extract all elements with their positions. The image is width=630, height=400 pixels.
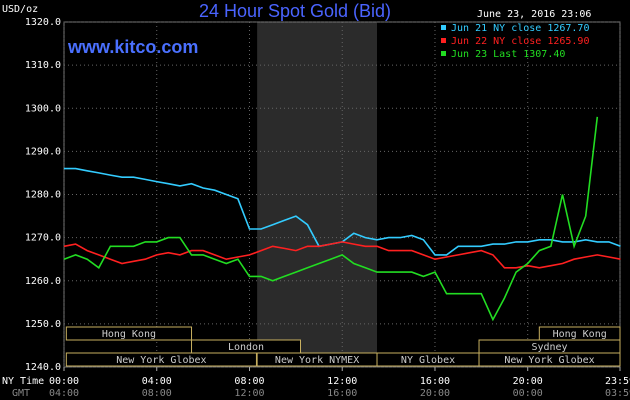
session-label: New York Globex (504, 355, 594, 366)
y-tick-label: 1300.0 (25, 103, 61, 114)
x2-tick-label: 12:00 (234, 388, 264, 399)
y-tick-label: 1280.0 (25, 190, 61, 201)
x-tick-label: 20:00 (513, 376, 543, 387)
session-box (478, 352, 621, 367)
session-box (65, 352, 257, 367)
series-line (63, 116, 599, 322)
session-label: Sydney (531, 342, 567, 353)
shade-layer (257, 22, 378, 367)
legend-swatch (441, 51, 446, 56)
x2-tick-label: 03:59 (605, 388, 630, 399)
x-tick-label: 08:00 (234, 376, 264, 387)
x-tick-label: 00:00 (49, 376, 79, 387)
session-label: New York NYMEX (275, 355, 359, 366)
x2-tick-label: 08:00 (142, 388, 172, 399)
x-tick-label: 04:00 (142, 376, 172, 387)
session-label: Hong Kong (102, 329, 156, 340)
legend-label: Jun 23 Last 1307.40 (451, 49, 565, 60)
y-axis-label: USD/oz (2, 4, 38, 15)
session-label: London (228, 342, 264, 353)
x-tick-label: 23:59 (605, 376, 630, 387)
x-axis-label: NY Time (2, 376, 44, 387)
x2-tick-label: 04:00 (49, 388, 79, 399)
y-tick-label: 1260.0 (25, 276, 61, 287)
x-tick-label: 12:00 (327, 376, 357, 387)
grid-layer (63, 21, 621, 368)
series-line (63, 241, 621, 269)
y-tick-label: 1320.0 (25, 17, 61, 28)
x2-tick-label: 20:00 (420, 388, 450, 399)
y-tick-label: 1270.0 (25, 233, 61, 244)
session-label: New York Globex (116, 355, 206, 366)
session-label: Hong Kong (553, 329, 607, 340)
legend-label: Jun 21 NY close 1267.70 (451, 23, 589, 34)
y-tick-label: 1250.0 (25, 319, 61, 330)
session-box (65, 326, 193, 341)
chart-title: 24 Hour Spot Gold (Bid) (199, 1, 391, 21)
session-shade (257, 22, 378, 367)
timestamp: June 23, 2016 23:06 (477, 9, 591, 20)
x2-axis-label: GMT (12, 388, 30, 399)
x2-tick-label: 00:00 (513, 388, 543, 399)
y-tick-label: 1310.0 (25, 60, 61, 71)
legend-swatch (441, 25, 446, 30)
y-tick-label: 1290.0 (25, 146, 61, 157)
x2-tick-label: 16:00 (327, 388, 357, 399)
legend-label: Jun 22 NY close 1265.90 (451, 36, 589, 47)
y-tick-label: 1240.0 (25, 362, 61, 373)
x-tick-label: 16:00 (420, 376, 450, 387)
watermark: www.kitco.com (67, 37, 198, 57)
session-label: NY Globex (401, 355, 455, 366)
legend-swatch (441, 38, 446, 43)
